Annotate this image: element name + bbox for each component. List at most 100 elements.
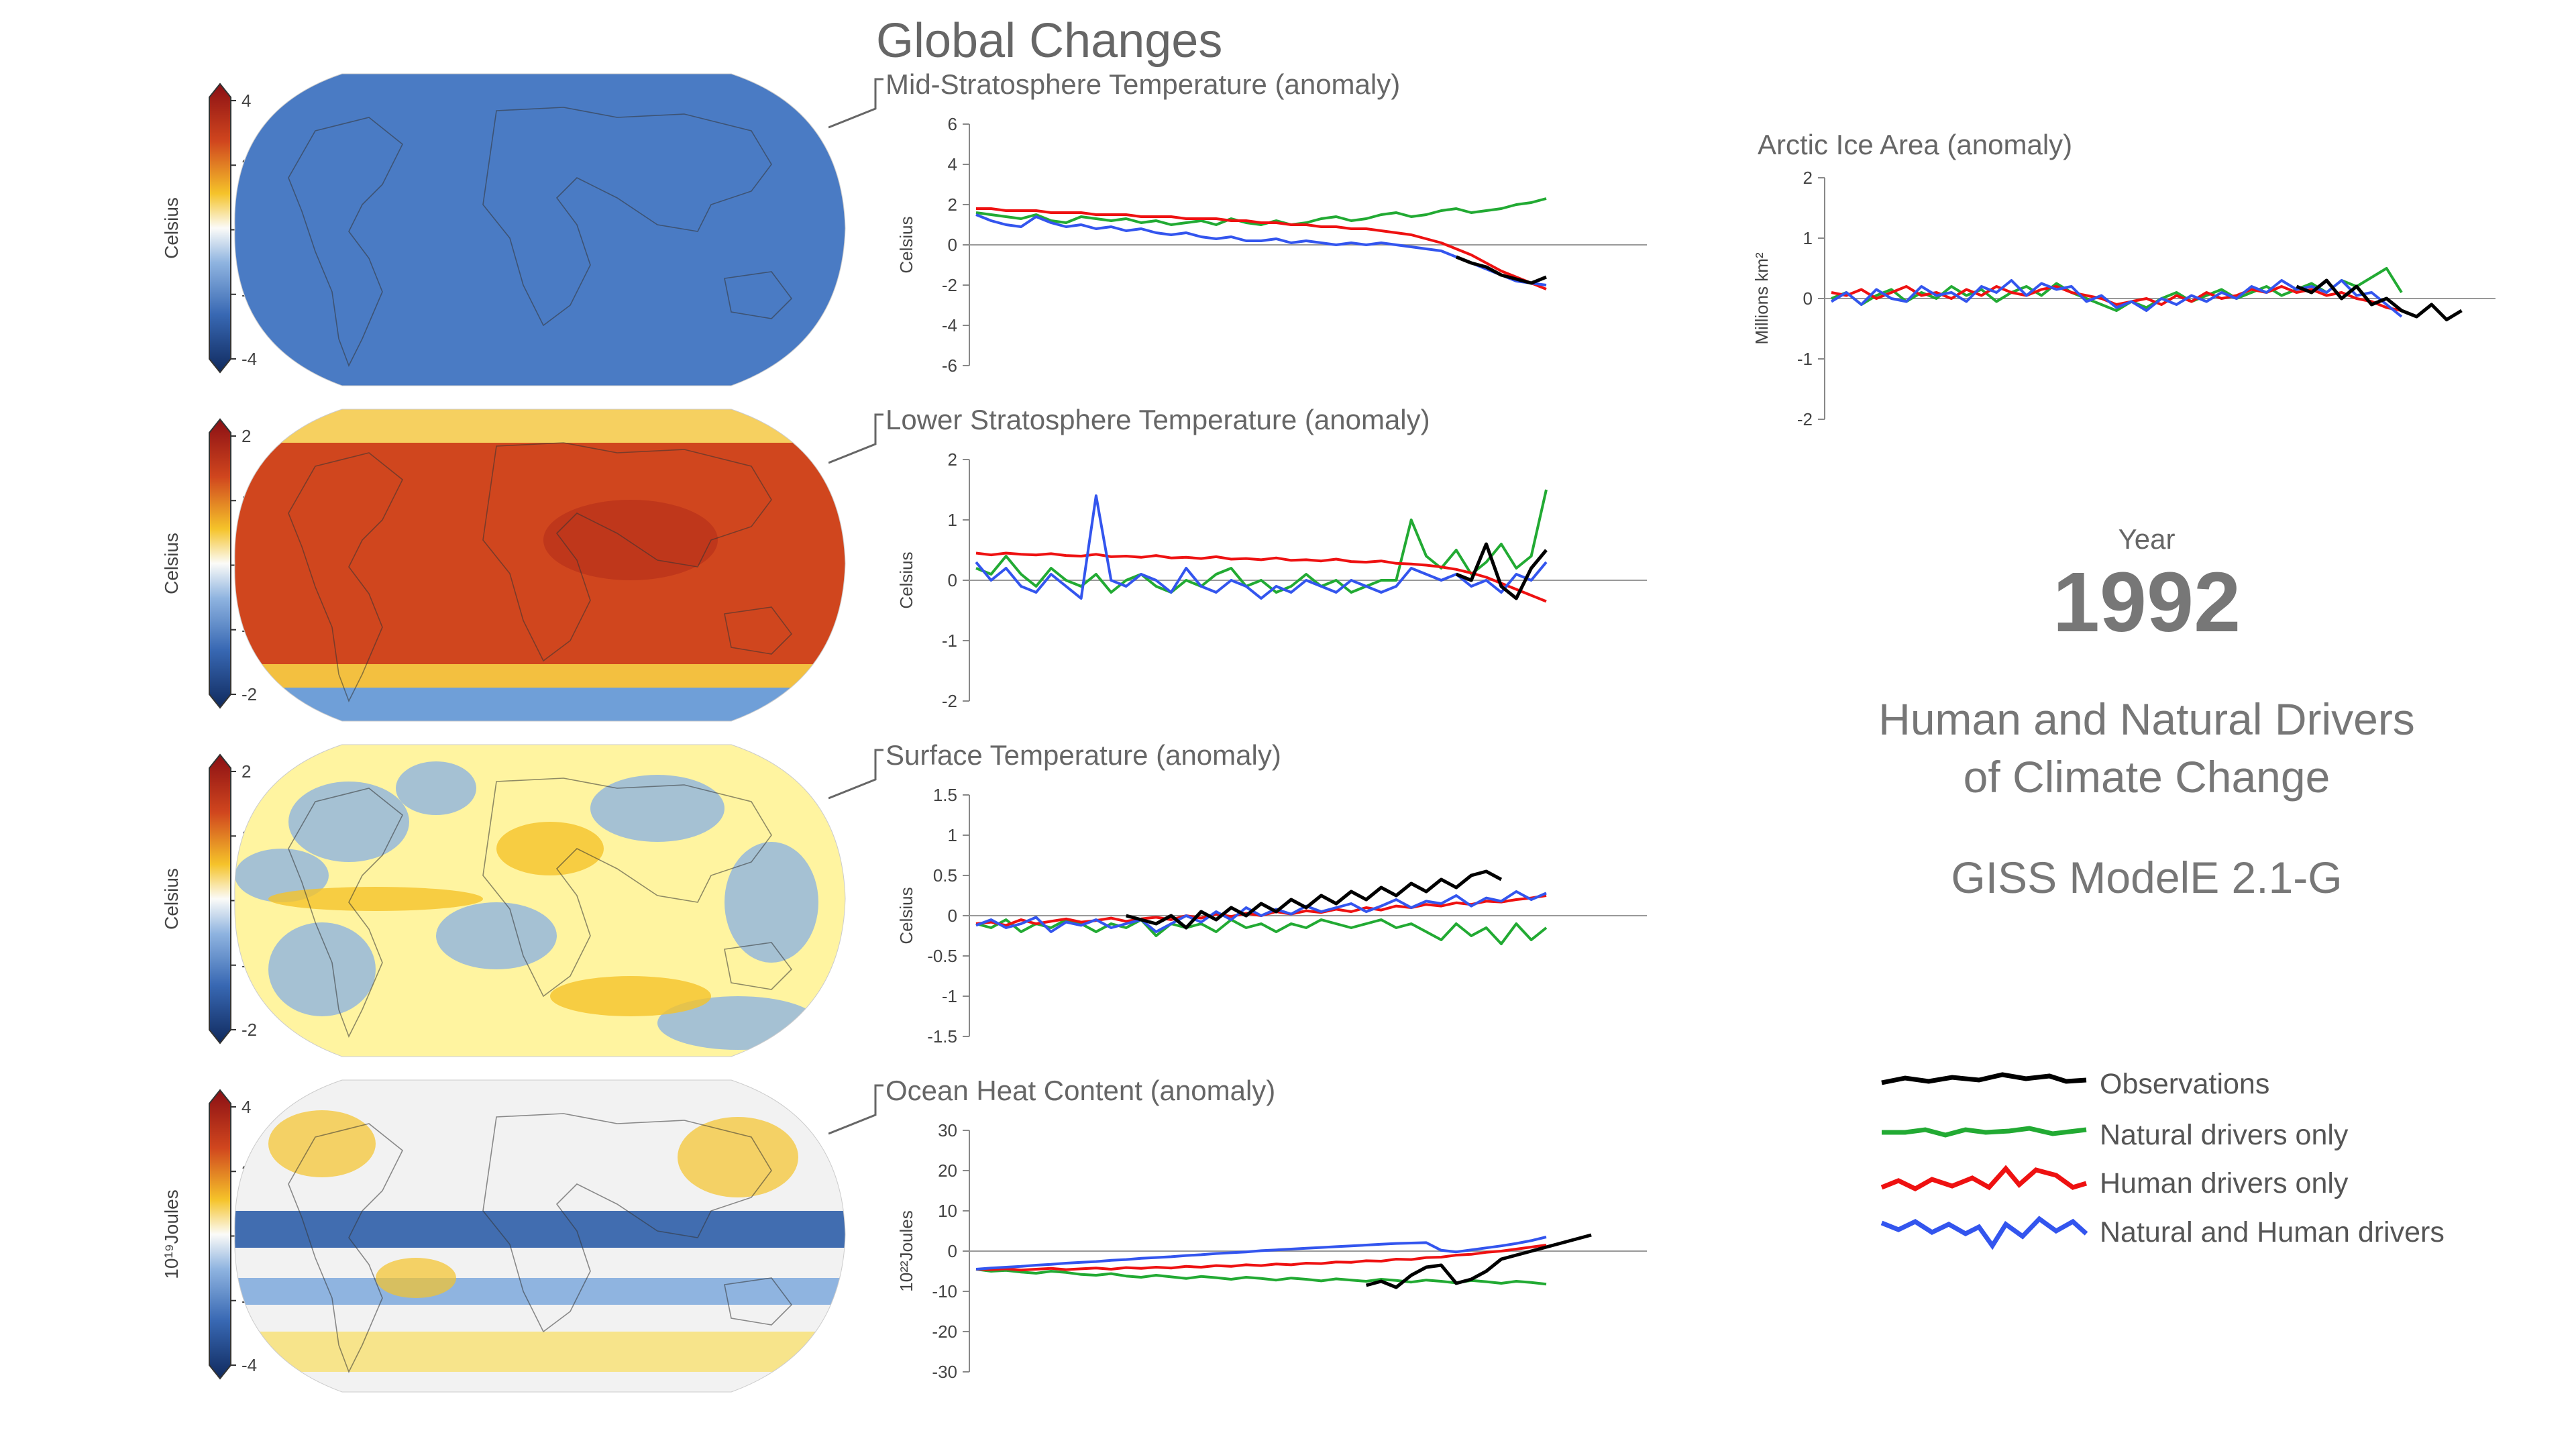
y-tick-label: 6 bbox=[948, 114, 957, 134]
y-tick-label: 20 bbox=[938, 1161, 957, 1181]
y-tick-label: -2 bbox=[942, 691, 957, 711]
colorbar-tick-label: -2 bbox=[241, 1020, 257, 1040]
page-title: Global Changes bbox=[876, 14, 1223, 68]
colorbar bbox=[209, 83, 231, 374]
y-tick-label: 1 bbox=[948, 825, 957, 845]
series-observations bbox=[1365, 1233, 1592, 1289]
colorbar bbox=[209, 1089, 231, 1380]
y-tick-label: -1 bbox=[942, 986, 957, 1006]
globe-map bbox=[234, 1080, 846, 1392]
y-tick-label: -20 bbox=[932, 1322, 957, 1342]
colorbar-tick-label: -4 bbox=[241, 349, 257, 369]
globe-map bbox=[234, 745, 846, 1057]
series-natural-and-human-drivers bbox=[975, 213, 1547, 286]
y-tick-label: 0.5 bbox=[933, 865, 957, 885]
legend-item-observations: Observations bbox=[1878, 1061, 2516, 1108]
colorbar-label: Celsius bbox=[161, 533, 182, 594]
model-name: GISS ModelE 2.1-G bbox=[1951, 853, 2343, 902]
y-axis-label: Celsius bbox=[896, 216, 916, 273]
colorbar bbox=[209, 418, 231, 709]
legend-item-human: Human drivers only bbox=[1878, 1161, 2516, 1208]
y-tick-label: 2 bbox=[948, 449, 957, 470]
y-tick-label: 1.5 bbox=[933, 785, 957, 805]
colorbar-tick-label: 2 bbox=[241, 761, 251, 782]
chart-2: Lower Stratosphere Temperature (anomaly)… bbox=[828, 404, 1647, 711]
y-tick-label: 10 bbox=[938, 1201, 957, 1221]
y-tick-label: -2 bbox=[942, 275, 957, 295]
legend-line-combined bbox=[1880, 1216, 2088, 1250]
y-tick-label: 1 bbox=[948, 510, 957, 530]
series-natural-and-human-drivers bbox=[1830, 279, 2403, 318]
y-axis-label: Millions km² bbox=[1752, 252, 1772, 345]
series-natural-drivers-only bbox=[975, 197, 1547, 226]
legend-label: Natural drivers only bbox=[2100, 1119, 2349, 1151]
y-tick-label: -2 bbox=[1797, 409, 1813, 429]
legend-item-natural: Natural drivers only bbox=[1878, 1112, 2516, 1159]
y-tick-label: 0 bbox=[1803, 288, 1813, 309]
legend-item-combined: Natural and Human drivers bbox=[1878, 1210, 2516, 1256]
y-tick-label: -4 bbox=[942, 315, 957, 335]
colorbar-tick-label: -4 bbox=[241, 1355, 257, 1375]
y-tick-label: 0 bbox=[948, 235, 957, 255]
legend-line-natural bbox=[1882, 1126, 2087, 1138]
colorbar-tick-label: 2 bbox=[241, 426, 251, 446]
series-human-drivers-only bbox=[975, 551, 1547, 603]
chart-title: Surface Temperature (anomaly) bbox=[885, 739, 1281, 771]
legend-label: Observations bbox=[2100, 1068, 2270, 1100]
series-observations bbox=[1126, 869, 1503, 930]
y-tick-label: 2 bbox=[948, 195, 957, 215]
colorbar-label: Celsius bbox=[161, 197, 182, 259]
y-tick-label: -10 bbox=[932, 1281, 957, 1301]
series-natural-drivers-only bbox=[975, 489, 1548, 594]
series-human-drivers-only bbox=[976, 207, 1547, 290]
y-axis-label: Celsius bbox=[896, 887, 916, 944]
y-axis-label: Celsius bbox=[896, 551, 916, 608]
y-tick-label: 0 bbox=[948, 570, 957, 590]
legend-line-observations bbox=[1881, 1072, 2087, 1085]
legend-label: Natural and Human drivers bbox=[2100, 1216, 2445, 1248]
colorbar-tick-label: 4 bbox=[241, 91, 251, 111]
colorbar-label: 10¹⁹Joules bbox=[161, 1189, 182, 1279]
series-natural-drivers-only bbox=[975, 1268, 1547, 1286]
y-tick-label: -1.5 bbox=[927, 1026, 957, 1046]
globe-map bbox=[234, 409, 846, 721]
y-tick-label: -1 bbox=[942, 631, 957, 651]
series-natural-and-human-drivers bbox=[975, 494, 1548, 600]
series-natural-and-human-drivers bbox=[975, 890, 1547, 933]
chart-title: Lower Stratosphere Temperature (anomaly) bbox=[885, 404, 1430, 435]
legend-line-human bbox=[1880, 1165, 2088, 1191]
year-value: 1992 bbox=[2052, 555, 2241, 649]
colorbar-tick-label: -2 bbox=[241, 684, 257, 704]
chart-5: Arctic Ice Area (anomaly) 2 1 0 -1 -2 Millions… bbox=[1752, 129, 2496, 429]
series-natural-drivers-only bbox=[975, 918, 1548, 945]
chart-title: Ocean Heat Content (anomaly) bbox=[885, 1075, 1275, 1106]
chart-3: Surface Temperature (anomaly) 1.5 1 0.5 0 -0.… bbox=[828, 739, 1647, 1046]
leader-line bbox=[828, 1084, 883, 1135]
globe-map bbox=[234, 74, 846, 386]
y-tick-label: 2 bbox=[1803, 168, 1813, 188]
y-tick-label: -30 bbox=[932, 1362, 957, 1382]
chart-1: Mid-Stratosphere Temperature (anomaly) 6 4… bbox=[828, 68, 1647, 376]
chart-4: Ocean Heat Content (anomaly) 30 20 10 0 -10 -2… bbox=[828, 1075, 1647, 1382]
y-tick-label: 30 bbox=[938, 1120, 957, 1140]
y-axis-label: 10²²Joules bbox=[896, 1210, 916, 1291]
y-tick-label: -6 bbox=[942, 356, 957, 376]
colorbar bbox=[209, 753, 231, 1044]
chart-title: Mid-Stratosphere Temperature (anomaly) bbox=[885, 68, 1400, 100]
y-tick-label: 0 bbox=[948, 906, 957, 926]
chart-title: Arctic Ice Area (anomaly) bbox=[1758, 129, 2072, 160]
subtitle: Human and Natural Drivers of Climate Cha… bbox=[1778, 691, 2516, 806]
subtitle-line-1: Human and Natural Drivers bbox=[1878, 694, 2415, 744]
leader-line bbox=[828, 78, 883, 129]
series-natural-and-human-drivers bbox=[975, 1236, 1547, 1271]
y-tick-label: -0.5 bbox=[927, 946, 957, 966]
series-observations bbox=[2296, 278, 2463, 321]
y-tick-label: 1 bbox=[1803, 228, 1813, 248]
leader-line bbox=[828, 749, 883, 800]
leader-line bbox=[828, 413, 883, 464]
series-human-drivers-only bbox=[975, 1244, 1547, 1272]
